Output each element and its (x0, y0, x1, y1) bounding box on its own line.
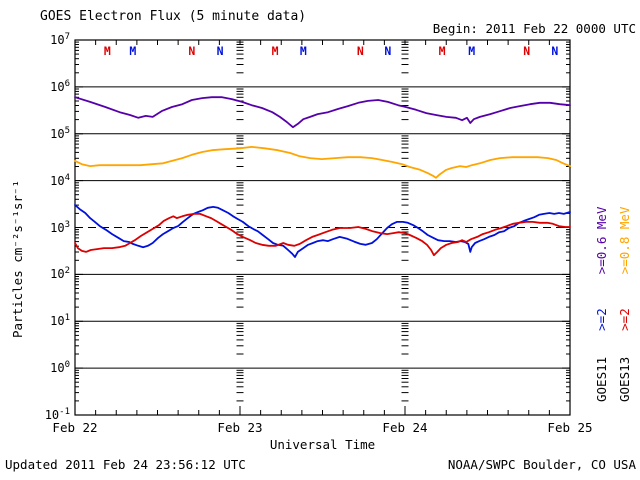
y-tick-label: 104 (50, 172, 70, 188)
x-tick-label: Feb 24 (382, 420, 428, 435)
event-marker-N: N (357, 44, 364, 58)
y-tick-label: 106 (50, 78, 70, 94)
event-marker-N: N (384, 44, 391, 58)
y-tick-label: 100 (50, 360, 70, 376)
x-tick-label: Feb 23 (217, 420, 263, 435)
begin-time-label: Begin: 2011 Feb 22 0000 UTC (432, 21, 636, 36)
y-tick-label: 102 (50, 266, 70, 282)
legend-column-goes11: GOES11 >=2 >=0.6 MeV (594, 207, 609, 402)
series-goes13-e2 (74, 212, 571, 257)
flux-curves (74, 96, 571, 258)
source-attribution: NOAA/SWPC Boulder, CO USA (447, 457, 636, 472)
y-axis-title: Particles cm⁻²s⁻¹sr⁻¹ (10, 179, 25, 338)
y-axis-ticks (75, 41, 570, 402)
event-marker-N: N (188, 44, 195, 58)
event-marker-N: N (523, 44, 530, 58)
y-tick-label: 105 (50, 125, 70, 141)
series-goes11-e2 (74, 204, 571, 258)
legend-energy-label: >=0.6 MeV (594, 206, 609, 275)
legend-integral-label: >=2 (617, 308, 632, 331)
chart-title: GOES Electron Flux (5 minute data) (40, 9, 307, 24)
x-tick-label: Feb 25 (547, 420, 593, 435)
event-marker-M: M (272, 44, 279, 58)
series-goes13-e08 (74, 145, 571, 179)
legend-integral-label: >=2 (594, 308, 609, 331)
y-tick-label: 101 (50, 313, 70, 329)
event-marker-M: M (104, 44, 111, 58)
event-marker-N: N (217, 44, 224, 58)
y-tick-label: 10-1 (44, 407, 70, 423)
x-axis-title: Universal Time (269, 437, 376, 452)
legend-satellite-label: GOES11 (594, 356, 609, 402)
event-marker-M: M (468, 44, 475, 58)
event-marker-M: M (439, 44, 446, 58)
event-marker-M: M (300, 44, 307, 58)
event-marker-N: N (551, 44, 558, 58)
horizontal-gridlines (75, 86, 570, 369)
y-tick-label: 103 (50, 219, 70, 235)
y-tick-label: 107 (50, 32, 70, 48)
legend-column-goes13: GOES13 >=2 >=0.8 MeV (617, 207, 632, 402)
legend-energy-label: >=0.8 MeV (617, 206, 632, 275)
x-tick-label: Feb 22 (52, 420, 98, 435)
updated-timestamp: Updated 2011 Feb 24 23:56:12 UTC (5, 457, 246, 472)
legend-satellite-label: GOES13 (617, 356, 632, 402)
day-boundary-gridlines (236, 41, 409, 402)
series-goes11-e06 (74, 96, 571, 129)
event-marker-M: M (129, 44, 136, 58)
